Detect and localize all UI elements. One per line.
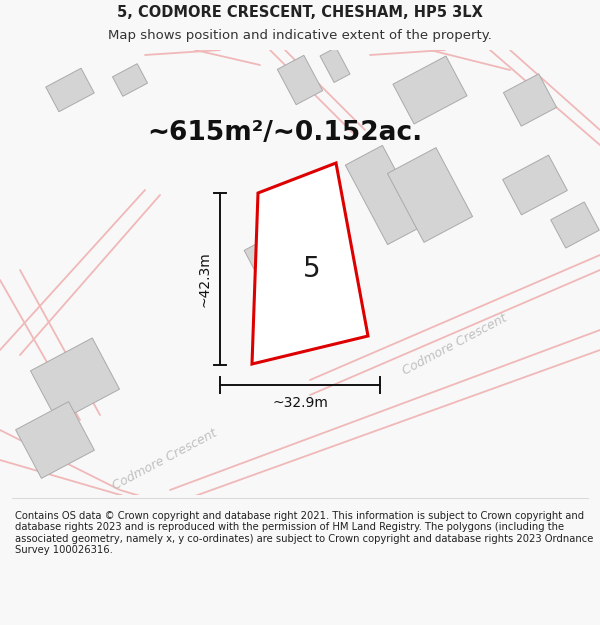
Text: Map shows position and indicative extent of the property.: Map shows position and indicative extent… (108, 29, 492, 42)
Text: Codmore Crescent: Codmore Crescent (110, 427, 220, 493)
Polygon shape (503, 74, 557, 126)
Polygon shape (16, 402, 94, 478)
Text: Codmore Crescent: Codmore Crescent (401, 312, 509, 378)
Polygon shape (252, 163, 368, 364)
Text: Contains OS data © Crown copyright and database right 2021. This information is : Contains OS data © Crown copyright and d… (15, 511, 593, 556)
Polygon shape (31, 338, 119, 422)
Text: 5, CODMORE CRESCENT, CHESHAM, HP5 3LX: 5, CODMORE CRESCENT, CHESHAM, HP5 3LX (117, 5, 483, 20)
Polygon shape (112, 64, 148, 96)
Polygon shape (503, 155, 568, 215)
Polygon shape (244, 221, 346, 339)
Text: ~32.9m: ~32.9m (272, 396, 328, 410)
Polygon shape (393, 56, 467, 124)
Text: 5: 5 (302, 255, 320, 283)
Polygon shape (388, 148, 473, 242)
Polygon shape (320, 48, 350, 82)
Text: ~615m²/~0.152ac.: ~615m²/~0.152ac. (148, 120, 422, 146)
Polygon shape (551, 202, 599, 248)
Polygon shape (277, 55, 323, 105)
Polygon shape (46, 68, 94, 112)
Text: ~42.3m: ~42.3m (197, 251, 211, 307)
Polygon shape (346, 146, 425, 244)
